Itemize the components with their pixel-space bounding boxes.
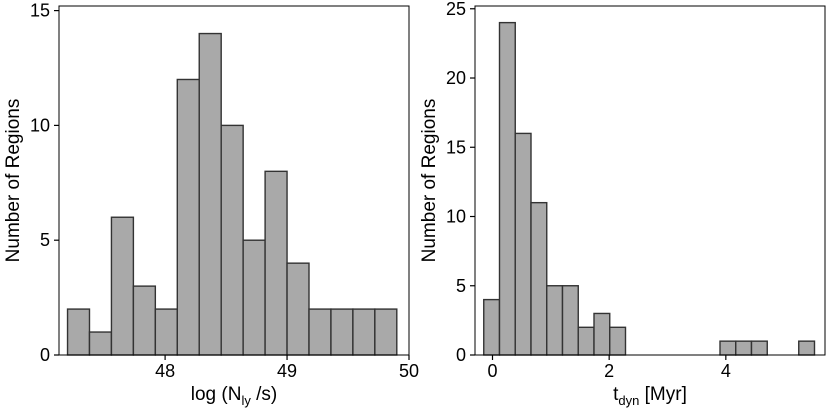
histogram-bar (220, 124, 244, 356)
y-axis-label: Number of Regions (419, 99, 440, 263)
histogram-bar (308, 308, 332, 356)
histogram-bar (593, 312, 611, 356)
y-tick-label: 15 (30, 1, 50, 21)
y-tick-label: 5 (456, 276, 466, 296)
y-tick-label: 0 (40, 345, 50, 365)
y-tick-label: 0 (456, 345, 466, 365)
histogram-bar (176, 78, 200, 356)
histogram-bar (264, 170, 288, 356)
x-tick-label: 49 (277, 361, 297, 381)
histogram-bar (719, 340, 737, 356)
histogram-bar (498, 21, 516, 356)
x-tick-label: 50 (399, 361, 419, 381)
histogram-bar (352, 308, 376, 356)
y-tick-label: 10 (30, 115, 50, 135)
y-tick-label: 10 (446, 207, 466, 227)
axes-frame (58, 5, 410, 356)
histogram-bar (750, 340, 768, 356)
histogram-bar (514, 132, 532, 356)
x-tick-label: 2 (604, 361, 614, 381)
histogram-bar (154, 308, 178, 356)
histogram-bar (577, 326, 595, 356)
histogram-bar (242, 239, 266, 356)
panel-right-dynamical-time-histogram: 0 2 4 0 5 10 15 20 25 tdyn [Myr] Number of Regions (419, 0, 826, 408)
x-tick-label: 4 (721, 361, 731, 381)
histogram-bar (798, 340, 816, 356)
y-tick-label: 5 (40, 230, 50, 250)
histogram-bar (483, 298, 501, 356)
x-axis-label: tdyn [Myr] (613, 384, 687, 408)
histogram-bar (374, 308, 398, 356)
histogram-bar (330, 308, 354, 356)
panel-left-ionizing-photon-histogram: 48 49 50 0 5 10 15 log (Nly /s) Number of Region… (3, 1, 419, 408)
histogram-bar (88, 331, 113, 356)
histogram-bar (735, 340, 753, 356)
histogram-bar (66, 308, 91, 356)
histogram-bar (561, 285, 579, 356)
histogram-bar (530, 201, 548, 356)
y-tick-label: 25 (446, 0, 466, 19)
y-axis-label: Number of Regions (3, 99, 24, 263)
histogram-bar (110, 216, 135, 356)
axes-frame (474, 5, 826, 356)
x-tick-label: 48 (155, 361, 175, 381)
histogram-bar (132, 285, 157, 356)
histogram-bar (546, 285, 564, 356)
histogram-bar (609, 326, 627, 356)
x-axis-label: log (Nly /s) (191, 384, 277, 408)
x-tick-label: 0 (487, 361, 497, 381)
y-tick-label: 15 (446, 137, 466, 157)
y-tick-label: 20 (446, 68, 466, 88)
histogram-bar (286, 262, 310, 356)
histogram-bar (198, 32, 222, 356)
